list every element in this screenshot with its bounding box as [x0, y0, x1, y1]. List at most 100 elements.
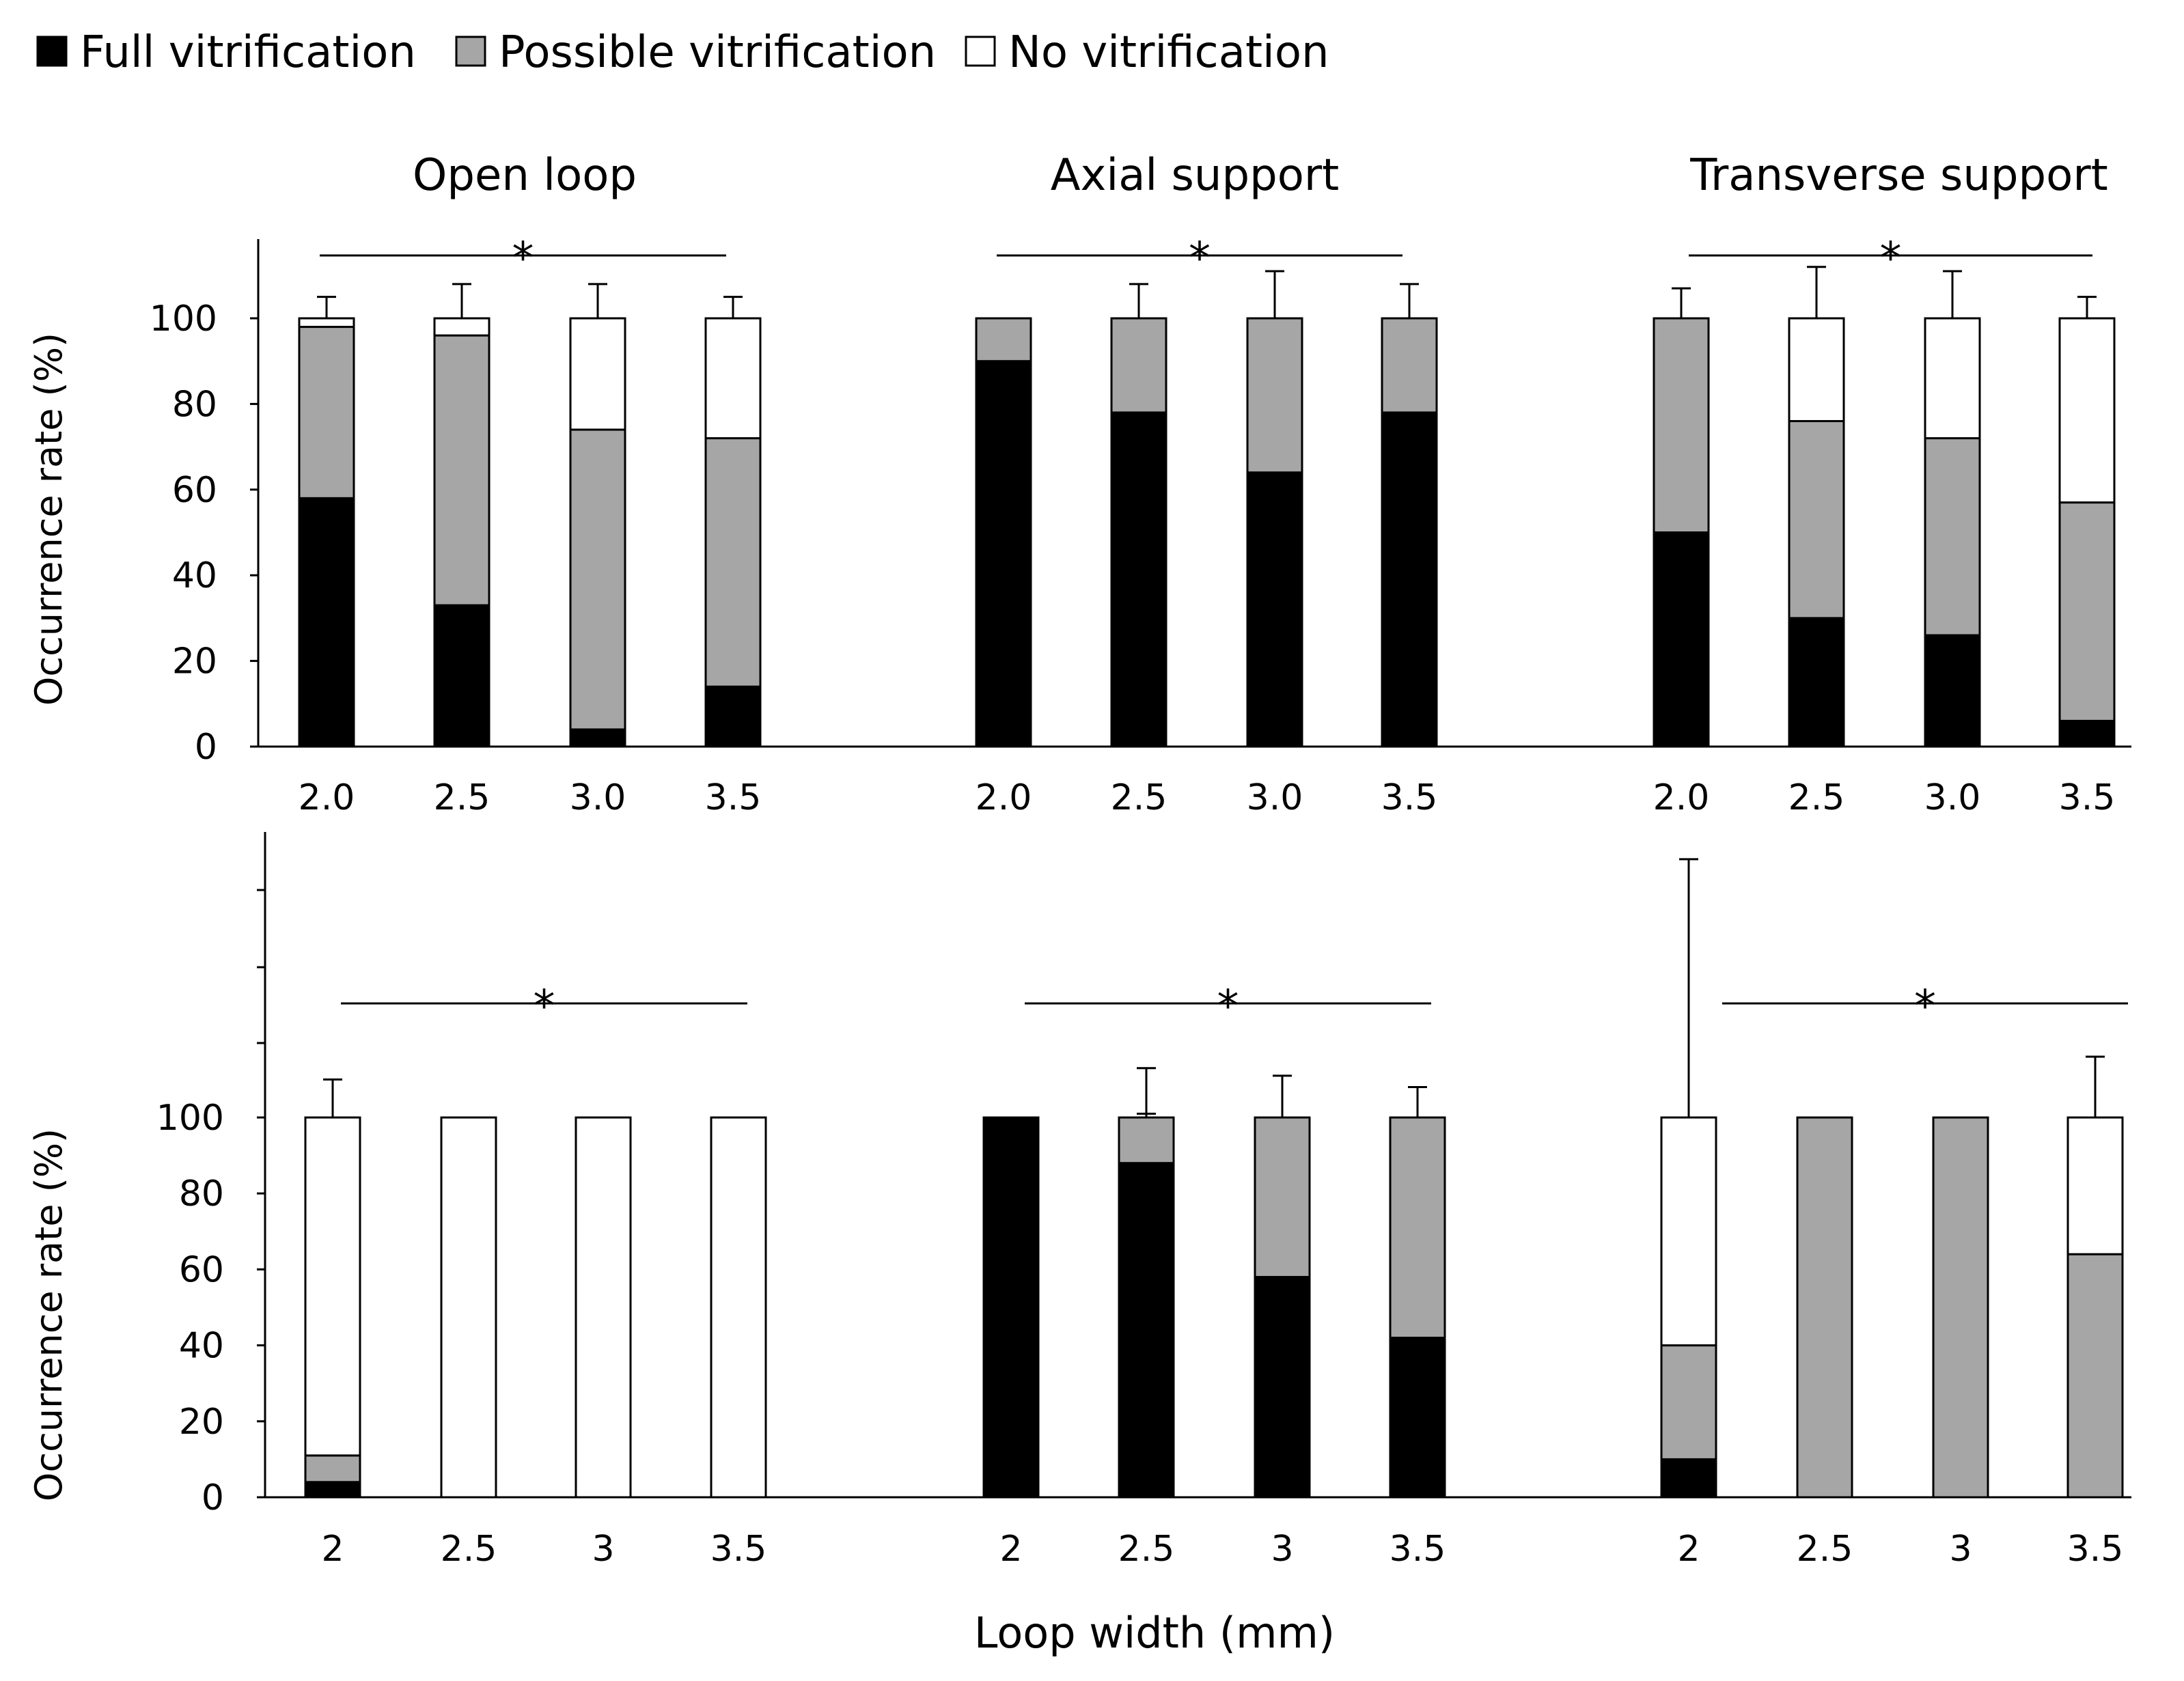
bar-segment-full [433, 604, 490, 748]
bar-segment-full [1389, 1336, 1446, 1499]
x-tick-label: 3.5 [2067, 1529, 2124, 1570]
bar-segment-possible [1653, 317, 1710, 533]
bar-segment-possible [298, 326, 355, 499]
significance-star: * [1189, 234, 1211, 284]
chart-row-top: 0 20 40 60 80 100 Occurrence rate (%) Open loop… [27, 150, 2131, 818]
bar-segment-no [1924, 317, 1981, 440]
significance-star: * [1217, 982, 1239, 1032]
bar-segment-no [2058, 317, 2116, 504]
bar-segment-possible [1118, 1116, 1175, 1165]
bar-segment-possible [1660, 1344, 1717, 1460]
x-axis-title: Loop width (mm) [974, 1608, 1335, 1658]
x-tick-label: 3 [1949, 1529, 1972, 1570]
bar-segment-possible [1796, 1116, 1853, 1499]
y-tick-label: 0 [195, 727, 217, 768]
x-tick-label: 2.5 [434, 777, 490, 818]
bar-segment-full [704, 685, 762, 748]
bar-segment-full [1254, 1276, 1311, 1499]
x-tick-label: 3.5 [705, 777, 762, 818]
y-axis-title: Occurrence rate (%) [27, 1128, 70, 1501]
x-tick-label: 2.5 [1788, 777, 1845, 818]
bar-segment-full [298, 497, 355, 748]
x-tick-label: 3.0 [1924, 777, 1981, 818]
bar-segment-possible [704, 437, 762, 688]
bar-segment-possible [1254, 1116, 1311, 1279]
y-tick-label: 60 [179, 1249, 224, 1290]
bar-segment-no [440, 1116, 497, 1499]
legend-swatch-full [36, 36, 68, 67]
y-tick-label: 20 [179, 1402, 224, 1443]
y-tick-label: 100 [156, 1098, 224, 1139]
bar-segment-no [569, 317, 626, 431]
y-tick-label: 80 [172, 384, 217, 425]
x-tick-label: 2.0 [1653, 777, 1710, 818]
legend: Full vitrification Possible vitrification… [36, 27, 1329, 78]
y-axis-title: Occurrence rate (%) [27, 333, 70, 706]
bar-segment-full [1246, 471, 1303, 748]
panel-title: Axial support [1051, 150, 1340, 201]
bar-segment-full [304, 1481, 361, 1499]
bar-segment-no [2066, 1116, 2124, 1255]
bar-segment-no [298, 317, 355, 329]
bar-segment-possible [1110, 317, 1167, 414]
legend-label-none: No vitrification [1008, 27, 1329, 78]
y-tick-label: 100 [150, 298, 217, 339]
significance-star: * [1880, 234, 1902, 284]
panel-title: Transverse support [1689, 150, 2107, 201]
x-tick-label: 3.5 [710, 1529, 767, 1570]
panel-group: * 2 2.5 3 3.5 [1660, 858, 2128, 1570]
chart-row-bottom: 0 20 40 60 80 100 Occurrence rate (%) * 2 2.5 3 3.5… [27, 832, 2131, 1570]
bar-segment-possible [1932, 1116, 1989, 1499]
bar-segment-full [1924, 634, 1981, 748]
y-tick-label: 0 [202, 1477, 224, 1518]
legend-swatch-possible [455, 36, 486, 67]
significance-star: * [534, 982, 555, 1032]
bar-segment-possible [1788, 419, 1845, 620]
x-tick-label: 2 [999, 1529, 1022, 1570]
legend-label-possible: Possible vitrification [499, 27, 936, 78]
bar-segment-possible [1389, 1116, 1446, 1339]
bar-segment-no [710, 1116, 767, 1499]
bar-segment-full [1653, 531, 1710, 748]
x-tick-label: 2.5 [1111, 777, 1167, 818]
x-tick-label: 2.0 [976, 777, 1032, 818]
bar-segment-no [1788, 317, 1845, 422]
x-tick-label: 3.5 [2059, 777, 2116, 818]
bar-segment-possible [975, 317, 1032, 363]
x-tick-label: 3 [592, 1529, 614, 1570]
bar-segment-no [1660, 1116, 1717, 1347]
x-tick-label: 3 [1271, 1529, 1293, 1570]
bar-segment-no [433, 317, 490, 337]
x-tick-label: 2.0 [299, 777, 355, 818]
legend-swatch-none [965, 36, 996, 67]
panel-group: Axial support * 2.0 2.5 3.0 3.5 [975, 150, 1438, 818]
bar-segment-full [2058, 719, 2116, 748]
x-tick-label: 2.5 [441, 1529, 497, 1570]
x-tick-label: 2.5 [1797, 1529, 1853, 1570]
panel-group: Transverse support * 2.0 2.5 3.0 3.5 [1653, 150, 2116, 818]
significance-star: * [1914, 982, 1936, 1032]
bar-segment-possible [433, 334, 490, 607]
y-tick-label: 60 [172, 470, 217, 511]
bar-segment-possible [2058, 501, 2116, 722]
x-tick-label: 3.0 [1247, 777, 1303, 818]
x-tick-label: 2 [321, 1529, 344, 1570]
bar-segment-possible [1924, 437, 1981, 637]
panel-group: Open loop * 2.0 2.5 3.0 3.5 [298, 150, 762, 818]
bar-segment-full [1118, 1162, 1175, 1499]
bar-segment-full [1381, 411, 1438, 748]
bar-segment-full [1110, 411, 1167, 748]
x-tick-label: 2 [1677, 1529, 1700, 1570]
bar-segment-full [982, 1116, 1040, 1499]
bar-segment-no [304, 1116, 361, 1457]
bar-segment-full [1788, 617, 1845, 748]
panel-group: * 2 2.5 3 3.5 [982, 982, 1446, 1570]
bar-segment-possible [2066, 1253, 2124, 1499]
bar-segment-possible [304, 1454, 361, 1484]
bar-segment-no [575, 1116, 632, 1499]
bar-segment-possible [569, 428, 626, 731]
significance-star: * [512, 234, 534, 284]
y-tick-label: 80 [179, 1173, 224, 1214]
